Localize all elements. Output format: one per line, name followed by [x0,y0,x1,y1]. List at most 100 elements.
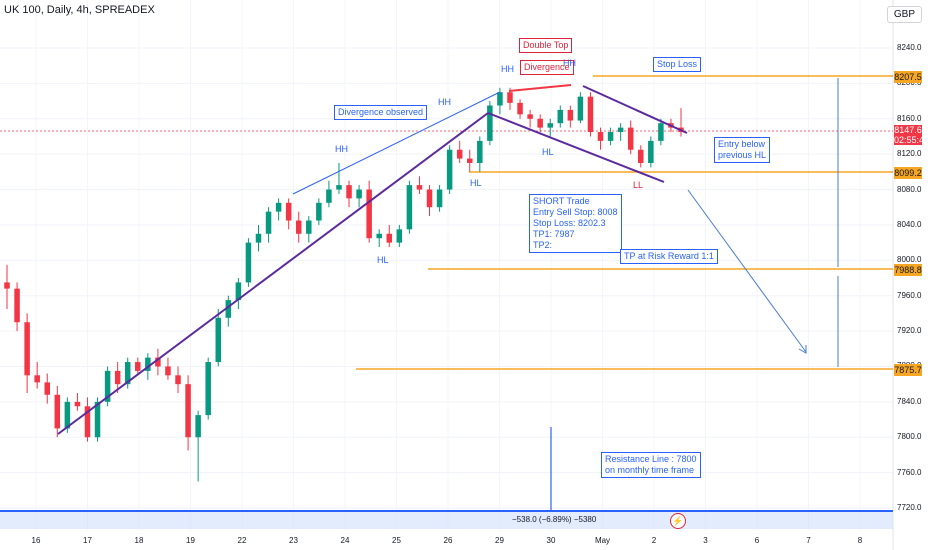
candle-body [587,96,594,133]
candle-body [195,415,201,438]
candle-body [285,202,292,221]
candle-body [648,140,654,163]
y-tick-label: 8120.0 [897,149,922,159]
x-tick-label: 8 [857,536,863,545]
candle-body [376,233,382,239]
y-tick-label: 8040.0 [897,219,922,229]
hh-label-2: HH [438,97,451,107]
descending-line [582,85,688,134]
candle-body [406,185,413,230]
x-tick-label: 29 [495,536,504,545]
hl-label-2: HL [470,178,482,188]
candle-body [265,211,272,234]
candle-body [446,149,453,190]
candle-body [64,401,71,429]
current-price-tag: 8147.6 02:55:44 [894,125,930,145]
candle-body [537,118,543,128]
candle-body [295,220,302,234]
resistance-zone [0,510,893,529]
y-tick-label: 7800.0 [897,432,922,442]
trade-box-title: SHORT Trade [533,196,590,206]
currency-badge[interactable]: GBP [886,6,922,23]
candle-body [245,242,252,283]
resistance-note: Resistance Line : 7800 on monthly time f… [601,452,701,478]
divergence-label: Divergence [520,60,574,75]
trade-box-entry: Entry Sell Stop: 8008 [533,207,618,217]
x-tick-label: 17 [83,536,92,545]
candle-body [577,96,584,121]
candle-body [416,185,423,190]
y-tick-label: 7960.0 [897,290,922,300]
resistance-note-line-2: on monthly time frame [605,465,695,475]
hh-label-1: HH [335,144,348,154]
candle-body [235,282,242,301]
y-tick-label: 8160.0 [897,113,922,123]
tp-note: TP at Risk Reward 1:1 [620,249,718,264]
projection-arrow [687,189,807,353]
divergence-observed-label: Divergence observed [334,105,428,120]
candle-body [658,123,664,141]
candle-body [336,185,342,190]
x-tick-label: 2 [651,536,657,545]
candle-body [74,401,81,407]
candle-body [275,202,282,212]
tp1-price-tag: 7988.8 [894,264,922,276]
candle-body [145,357,151,371]
entry-price-tag: 8099.2 [894,167,922,179]
x-tick-label: 19 [186,536,195,545]
measure-label: −538.0 (−6.89%) −5380 [512,515,597,524]
candle-body [507,92,513,103]
candle-body [356,189,362,199]
grid [0,0,894,550]
candle-body [255,233,262,243]
candle-body [155,357,161,367]
projection-arrow-head [798,345,807,354]
candle-body [627,127,634,150]
stop-loss-label: Stop Loss [653,57,702,72]
candle-body [436,189,443,208]
trade-box-tp2: TP2: [533,240,553,250]
chart-title: UK 100, Daily, 4h, SPREADEX [4,4,155,16]
entry-note: Entry below previous HL [714,137,771,163]
countdown: 02:55:44 [894,135,930,145]
hl-label-1: HL [377,255,389,265]
candle-body [557,109,564,124]
double-top-label: Double Top [519,38,573,53]
candle-body [225,300,232,318]
x-tick-label: 30 [546,536,556,545]
candle-body [466,158,473,163]
candle-body [527,114,533,119]
candle-body [44,382,50,395]
candles [4,87,684,482]
candle-body [386,233,393,243]
entry-note-line-2: previous HL [718,150,767,160]
x-tick-label: 24 [340,536,350,545]
candle-body [396,229,403,243]
candle-body [547,123,553,128]
y-tick-label: 8000.0 [897,255,922,265]
double-top-line [508,84,572,92]
trade-box: SHORT Trade Entry Sell Stop: 8008 Stop L… [529,194,622,253]
x-tick-label: 18 [134,536,144,545]
candle-body [617,127,624,133]
candle-body [104,370,111,402]
candle-body [94,401,101,438]
candle-body [638,149,644,163]
candle-body [24,322,30,376]
uptrend-line [57,112,489,435]
candle-body [597,132,604,141]
lower-channel-line [487,112,665,183]
y-tick-label: 7720.0 [897,503,922,512]
candle-body [346,185,352,199]
candle-body [306,220,312,234]
bolt-icon[interactable]: ⚡ [670,513,686,529]
x-tick-label: 16 [31,536,41,545]
candle-body [517,102,523,115]
candle-body [426,189,433,208]
trade-box-tp1: TP1: 7987 [533,229,575,239]
candle-body [215,317,222,363]
y-tick-label: 7760.0 [897,467,922,477]
candle-body [54,394,61,429]
y-tick-label: 7920.0 [897,326,922,336]
